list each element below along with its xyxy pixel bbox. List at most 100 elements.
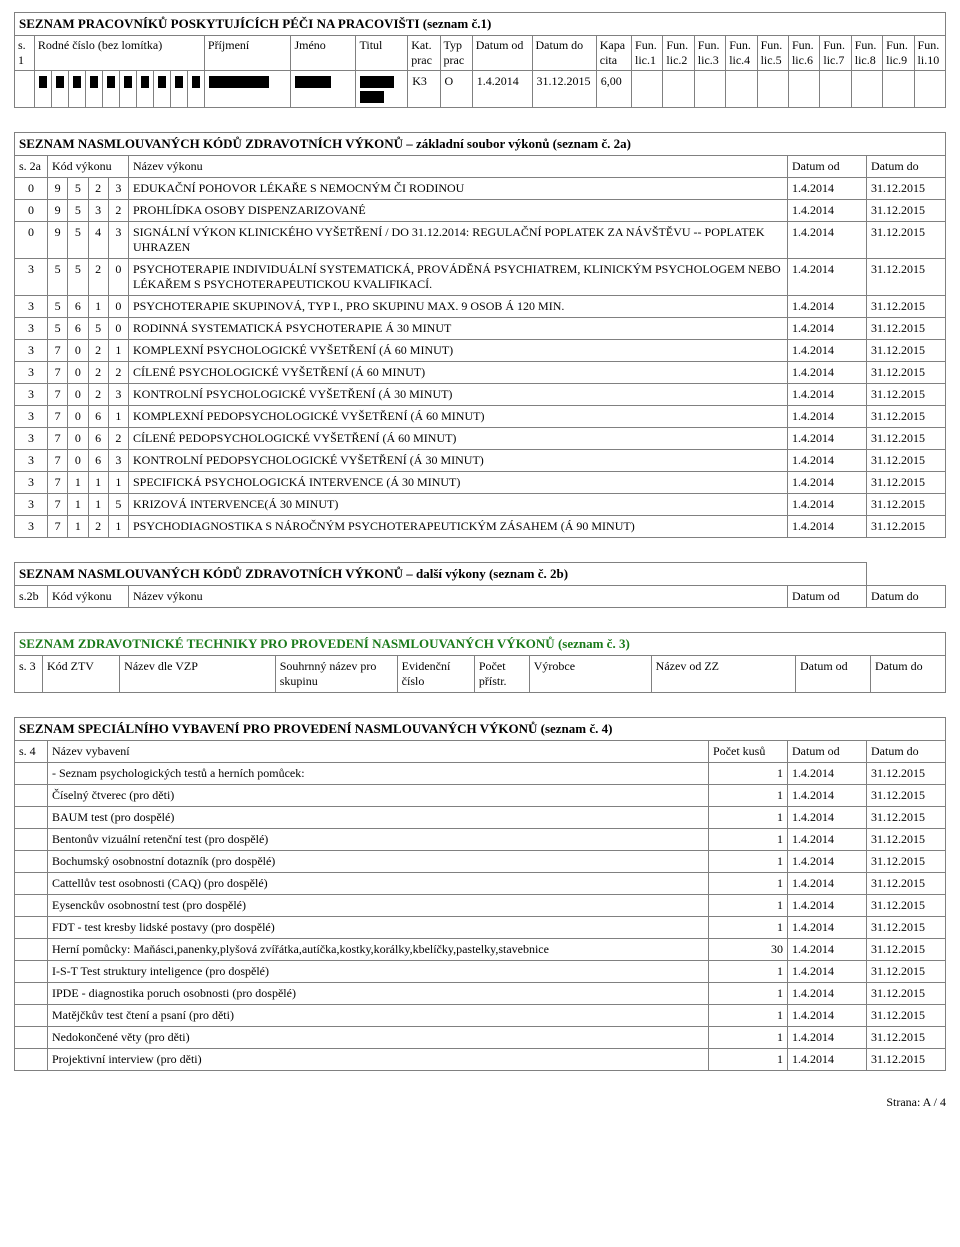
date-to: 31.12.2015 (867, 494, 946, 516)
table-codes-2b: SEZNAM NASMLOUVANÝCH KÓDŮ ZDRAVOTNÍCH VÝ… (14, 562, 946, 608)
code-digit: 9 (48, 178, 68, 200)
date-to: 31.12.2015 (867, 362, 946, 384)
table-tech-3: SEZNAM ZDRAVOTNICKÉ TECHNIKY PRO PROVEDE… (14, 632, 946, 693)
cell-kat: K3 (408, 71, 440, 108)
code-digit: 1 (68, 472, 88, 494)
date-to: 31.12.2015 (867, 763, 946, 785)
cell-typ: O (440, 71, 472, 108)
code-digit: 6 (88, 450, 108, 472)
table-row: 35520PSYCHOTERAPIE INDIVIDUÁLNÍ SYSTEMAT… (15, 259, 946, 296)
date-to: 31.12.2015 (867, 428, 946, 450)
code-digit: 4 (88, 222, 108, 259)
date-to: 31.12.2015 (867, 785, 946, 807)
equipment-name: Matějčkův test čtení a psaní (pro děti) (48, 1005, 709, 1027)
table-row: Číselný čtverec (pro děti)11.4.201431.12… (15, 785, 946, 807)
redacted-name (291, 71, 356, 108)
procedure-name: SIGNÁLNÍ VÝKON KLINICKÉHO VYŠETŘENÍ / DO… (129, 222, 788, 259)
code-digit: 3 (15, 384, 48, 406)
row-index (15, 807, 48, 829)
hdr-do4: Datum do (867, 741, 946, 763)
hdr-l8: Fun. lic.8 (851, 36, 882, 71)
date-from: 1.4.2014 (788, 895, 867, 917)
redacted-surname (204, 71, 291, 108)
procedure-name: KRIZOVÁ INTERVENCE(Á 30 MINUT) (129, 494, 788, 516)
code-digit: 2 (88, 516, 108, 538)
date-to: 31.12.2015 (867, 222, 946, 259)
date-to: 31.12.2015 (867, 516, 946, 538)
date-from: 1.4.2014 (788, 983, 867, 1005)
count: 1 (709, 983, 788, 1005)
hdr-s3: s. 3 (15, 656, 43, 693)
date-from: 1.4.2014 (788, 384, 867, 406)
date-from: 1.4.2014 (788, 807, 867, 829)
code-digit: 7 (48, 362, 68, 384)
date-to: 31.12.2015 (867, 829, 946, 851)
table-row: 37061KOMPLEXNÍ PEDOPSYCHOLOGICKÉ VYŠETŘE… (15, 406, 946, 428)
date-from: 1.4.2014 (788, 259, 867, 296)
code-digit: 1 (108, 516, 128, 538)
code-digit: 6 (88, 406, 108, 428)
code-digit: 0 (68, 384, 88, 406)
code-digit: 3 (108, 222, 128, 259)
hdr-l1: Fun. lic.1 (632, 36, 663, 71)
hdr-rodne: Rodné číslo (bez lomítka) (34, 36, 204, 71)
code-digit: 3 (15, 362, 48, 384)
table-row: Projektivní interview (pro děti)11.4.201… (15, 1049, 946, 1071)
code-digit: 0 (108, 259, 128, 296)
code-digit: 5 (48, 296, 68, 318)
date-from: 1.4.2014 (788, 178, 867, 200)
equipment-name: - Seznam psychologických testů a herních… (48, 763, 709, 785)
count: 1 (709, 1027, 788, 1049)
code-digit: 5 (48, 318, 68, 340)
code-digit: 5 (68, 200, 88, 222)
count: 1 (709, 851, 788, 873)
row-index (15, 829, 48, 851)
code-digit: 3 (15, 516, 48, 538)
hdr-nazev2b: Název výkonu (129, 586, 788, 608)
equipment-name: I-S-T Test struktury inteligence (pro do… (48, 961, 709, 983)
code-digit: 2 (88, 259, 108, 296)
hdr-pocet4: Počet kusů (709, 741, 788, 763)
date-from: 1.4.2014 (788, 917, 867, 939)
procedure-name: CÍLENÉ PEDOPSYCHOLOGICKÉ VYŠETŘENÍ (Á 60… (129, 428, 788, 450)
hdr-od4: Datum od (788, 741, 867, 763)
date-to: 31.12.2015 (867, 851, 946, 873)
table-row: 37115KRIZOVÁ INTERVENCE(Á 30 MINUT)1.4.2… (15, 494, 946, 516)
date-from: 1.4.2014 (788, 200, 867, 222)
date-from: 1.4.2014 (788, 1005, 867, 1027)
row-index (15, 785, 48, 807)
row-index (15, 1005, 48, 1027)
code-digit: 1 (108, 406, 128, 428)
equipment-name: Číselný čtverec (pro děti) (48, 785, 709, 807)
row-index (15, 961, 48, 983)
code-digit: 5 (88, 318, 108, 340)
date-from: 1.4.2014 (788, 516, 867, 538)
hdr-do2b: Datum do (867, 586, 946, 608)
date-from: 1.4.2014 (788, 961, 867, 983)
table-row: 09543SIGNÁLNÍ VÝKON KLINICKÉHO VYŠETŘENÍ… (15, 222, 946, 259)
procedure-name: KOMPLEXNÍ PSYCHOLOGICKÉ VYŠETŘENÍ (Á 60 … (129, 340, 788, 362)
table-row: Herní pomůcky: Maňásci,panenky,plyšová z… (15, 939, 946, 961)
date-from: 1.4.2014 (788, 340, 867, 362)
table-row: Cattellův test osobnosti (CAQ) (pro dosp… (15, 873, 946, 895)
procedure-name: EDUKAČNÍ POHOVOR LÉKAŘE S NEMOCNÝM ČI RO… (129, 178, 788, 200)
equipment-name: Projektivní interview (pro děti) (48, 1049, 709, 1071)
code-digit: 2 (88, 384, 108, 406)
table-workers: SEZNAM PRACOVNÍKŮ POSKYTUJÍCÍCH PÉČI NA … (14, 12, 946, 108)
date-from: 1.4.2014 (788, 829, 867, 851)
date-to: 31.12.2015 (867, 983, 946, 1005)
t2a-title: SEZNAM NASMLOUVANÝCH KÓDŮ ZDRAVOTNÍCH VÝ… (15, 133, 946, 156)
row-index (15, 1027, 48, 1049)
date-to: 31.12.2015 (867, 1049, 946, 1071)
procedure-name: PSYCHOTERAPIE INDIVIDUÁLNÍ SYSTEMATICKÁ,… (129, 259, 788, 296)
code-digit: 5 (108, 494, 128, 516)
code-digit: 2 (108, 200, 128, 222)
hdr-s1: s. 1 (15, 36, 35, 71)
hdr-kod: Kód výkonu (48, 156, 129, 178)
date-to: 31.12.2015 (867, 340, 946, 362)
row-index (15, 851, 48, 873)
count: 1 (709, 961, 788, 983)
hdr-nazev4: Název vybavení (48, 741, 709, 763)
hdr-od3: Datum od (796, 656, 871, 693)
table-row: 37022CÍLENÉ PSYCHOLOGICKÉ VYŠETŘENÍ (Á 6… (15, 362, 946, 384)
